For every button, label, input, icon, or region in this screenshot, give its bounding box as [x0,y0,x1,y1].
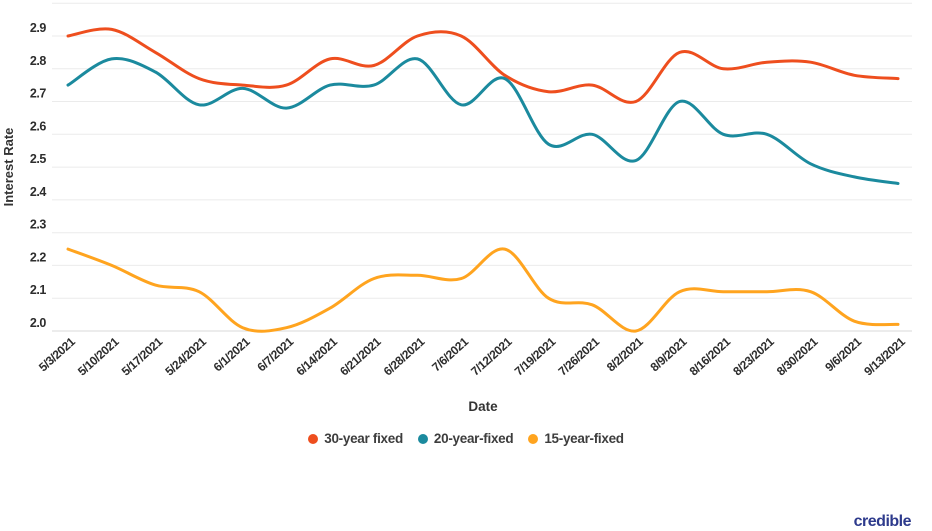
legend-item-20-year-fixed: 20-year-fixed [417,431,514,446]
x-tick-label: 6/28/2021 [381,334,428,378]
y-tick-label: 2.7 [30,87,47,101]
legend-item-15-year-fixed: 15-year-fixed [528,431,624,446]
x-tick-label: 9/13/2021 [861,334,908,378]
x-tick-label: 6/14/2021 [293,334,340,378]
y-axis-title: Interest Rate [1,128,16,207]
x-tick-label: 8/23/2021 [730,334,777,378]
y-tick-label: 2.9 [30,21,47,35]
x-axis-title: Date [468,399,498,414]
x-tick-label: 9/6/2021 [822,334,864,374]
legend-dot-icon [308,433,319,444]
interest-rate-chart: 2.0 2.1 2.2 2.3 2.4 2.5 2.6 2.7 2.8 2.9 5/3/2021 5/… [1,2,912,414]
series-line-30-year-fixed [66,27,900,104]
x-tick-label: 7/26/2021 [556,334,603,378]
credible-logo: credible [853,513,912,530]
x-tick-label: 7/12/2021 [468,334,515,378]
x-tick-label: 5/3/2021 [36,334,78,374]
y-tick-label: 2.5 [30,152,47,166]
legend-label: 20-year-fixed [433,431,514,446]
x-tick-label: 7/19/2021 [512,334,559,378]
y-tick-label: 2.3 [30,218,47,232]
x-tick-label: 8/2/2021 [604,334,646,374]
y-tick-label: 2.8 [30,54,47,68]
chart-canvas: 2.02.12.22.32.42.52.62.72.82.95/3/20215/… [1,2,912,414]
legend-label: 30-year fixed [324,431,403,446]
chart-legend: 30-year fixed 20-year-fixed 15-year-fixed [0,431,932,446]
x-tick-label: 5/24/2021 [162,334,209,378]
y-tick-label: 2.2 [30,250,47,264]
x-tick-label: 8/9/2021 [648,334,690,374]
x-tick-label: 8/16/2021 [687,334,734,378]
x-tick-label: 6/1/2021 [211,334,253,374]
series-line-20-year-fixed [66,57,900,185]
x-tick-label: 5/10/2021 [75,334,122,378]
y-tick-label: 2.0 [30,316,47,330]
legend-dot-icon [417,433,428,444]
x-tick-label: 5/17/2021 [119,334,166,378]
series-line-15-year-fixed [66,247,900,333]
x-tick-label: 7/6/2021 [429,334,471,374]
legend-item-30-year-fixed: 30-year fixed [308,431,403,446]
x-tick-label: 8/30/2021 [774,334,821,378]
y-tick-label: 2.4 [30,185,47,199]
x-tick-label: 6/7/2021 [254,334,296,374]
y-tick-label: 2.6 [30,119,47,133]
legend-label: 15-year-fixed [544,431,624,446]
y-tick-label: 2.1 [30,283,47,297]
legend-dot-icon [528,433,539,444]
x-tick-label: 6/21/2021 [337,334,384,378]
